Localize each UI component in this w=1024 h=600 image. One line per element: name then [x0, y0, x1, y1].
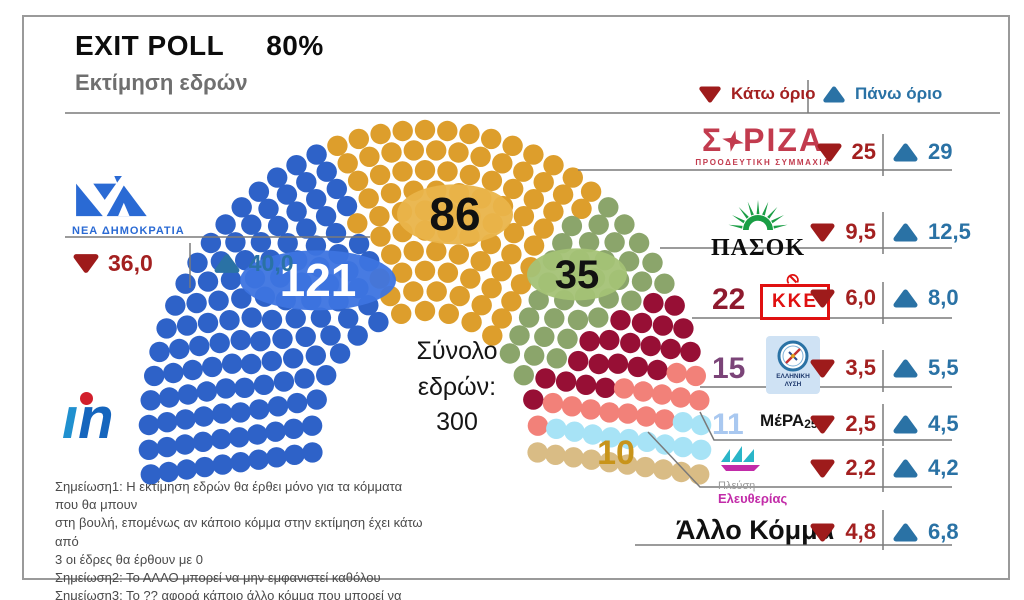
triangle-up-icon: [893, 459, 918, 477]
triangle-up-icon: [893, 359, 918, 377]
nd-lower-value: 36,0: [108, 250, 153, 276]
elliniki-lysi-party-logo: ΕΛΛΗΝΙΚΗ ΛΥΣΗ: [766, 336, 820, 394]
legend-lower-bound: Κάτω όριο: [698, 84, 816, 104]
kke-party-logo: ΚΚΕ: [760, 284, 830, 320]
plefsi-party-logo: Πλεύση Ελευθερίας: [718, 446, 798, 506]
triangle-down-icon: [810, 415, 835, 433]
plefsi-name-line1: Πλεύση: [718, 480, 756, 492]
hammer-sickle-icon: [786, 273, 799, 284]
triangle-up-icon: [893, 289, 918, 307]
kke-lower: 6,0: [809, 283, 876, 313]
triangle-down-icon: [810, 359, 835, 377]
triangle-down-icon: [810, 523, 835, 541]
pasok-lower: 9,5: [809, 217, 876, 247]
syriza-lower: 25: [816, 137, 876, 167]
mera25-wordmark: ΜέΡΑ: [760, 411, 805, 430]
footnote-line: 3 οι έδρες θα έρθουν με 0: [55, 551, 204, 567]
elliniki-lysi-name-line2: ΛΥΣΗ: [784, 381, 802, 389]
title-text: EXIT POLL: [75, 30, 225, 61]
mera25-seats: 11: [712, 408, 744, 441]
nd-logo-mark: [76, 176, 147, 217]
page-subtitle: Εκτίμηση εδρών: [75, 70, 248, 95]
compass-icon: [777, 340, 809, 372]
syriza-upper: 29: [892, 137, 952, 167]
triangle-down-icon: [817, 143, 842, 161]
nd-party-logo: ΝΕΑ ΔΗΜΟΚΡΑΤΙΑ: [72, 176, 252, 237]
brand-letter-i: ı: [62, 386, 79, 451]
elliniki-lysi-name-line1: ΕΛΛΗΝΙΚΗ: [776, 373, 810, 380]
syriza-subtitle: ΠΡΟΟΔΕΥΤΙΚΗ ΣΥΜΜΑΧΙΑ: [695, 158, 831, 167]
footnote-line: Σημείωση1: Η εκτίμηση εδρών θα έρθει μόν…: [55, 479, 403, 513]
mera25-upper: 4,5: [892, 409, 959, 439]
plefsi-upper: 4,2: [892, 453, 959, 483]
pasok-upper: 12,5: [892, 217, 971, 247]
elliniki-lysi-lower: 3,5: [809, 353, 876, 383]
triangle-down-icon: [73, 254, 99, 273]
syriza-party-logo: Σ ΡΙΖΑ ΠΡΟΟΔΕΥΤΙΚΗ ΣΥΜΜΑΧΙΑ: [693, 122, 833, 167]
plefsi-lower: 2,2: [809, 453, 876, 483]
sailboat-icon: [721, 446, 760, 471]
in-brand-logo: ın: [62, 390, 114, 448]
legend-lower-label: Κάτω όριο: [731, 84, 816, 103]
other-party-lower: 4,8: [809, 517, 876, 547]
kke-wordmark: ΚΚΕ: [771, 291, 819, 312]
elliniki-lysi-seats: 15: [712, 352, 746, 385]
footnote-line: στη βουλή, επομένως αν κάποιο κόμμα στην…: [55, 515, 423, 549]
title-percent: 80%: [266, 30, 324, 61]
triangle-down-icon: [810, 289, 835, 307]
triangle-up-icon: [893, 415, 918, 433]
total-seats-label: Σύνολο εδρών: 300: [416, 337, 498, 436]
pasok-wordmark: ΠΑΣΟΚ: [710, 235, 806, 261]
triangle-up-icon: [893, 143, 918, 161]
plefsi-name-line2: Ελευθερίας: [718, 491, 788, 506]
pasok-sun-icon: [718, 200, 798, 245]
nd-upper-value: 40,0: [248, 250, 294, 276]
nd-party-name: ΝΕΑ ΔΗΜΟΚΡΑΤΙΑ: [72, 225, 185, 237]
syriza-star-icon: [722, 129, 744, 152]
triangle-down-icon: [810, 223, 835, 241]
syriza-wordmark: Σ ΡΙΖΑ: [701, 122, 825, 158]
other-party-upper: 6,8: [892, 517, 959, 547]
footnotes: Σημείωση1: Η εκτίμηση εδρών θα έρθει μόν…: [55, 478, 425, 600]
other-party-label: Άλλο Κόμμα: [676, 515, 835, 545]
triangle-up-icon: [893, 223, 918, 241]
legend-upper-bound: Πάνω όριο: [822, 84, 942, 104]
elliniki-lysi-upper: 5,5: [892, 353, 959, 383]
mera25-lower: 2,5: [809, 409, 876, 439]
footnote-line: Σημείωση3: Το ?? αφορά κάποιο άλλο κόμμα…: [55, 588, 402, 600]
nd-values: 36,0 40,0: [72, 250, 294, 277]
kke-upper: 8,0: [892, 283, 959, 313]
triangle-down-icon: [810, 459, 835, 477]
kke-seats: 22: [712, 283, 746, 316]
triangle-up-icon: [214, 254, 240, 273]
legend-upper-label: Πάνω όριο: [855, 84, 943, 103]
triangle-up-icon: [823, 86, 845, 103]
brand-red-dot: [80, 392, 93, 405]
page-title: EXIT POLL 80%: [75, 30, 324, 62]
triangle-up-icon: [893, 523, 918, 541]
triangle-down-icon: [699, 86, 721, 103]
footnote-line: Σημείωση2: Το ΑΛΛΟ μπορεί να μην εμφανισ…: [55, 569, 381, 585]
outer-border: [22, 15, 1010, 580]
pasok-party-logo: ΠΑΣΟΚ: [702, 188, 814, 262]
